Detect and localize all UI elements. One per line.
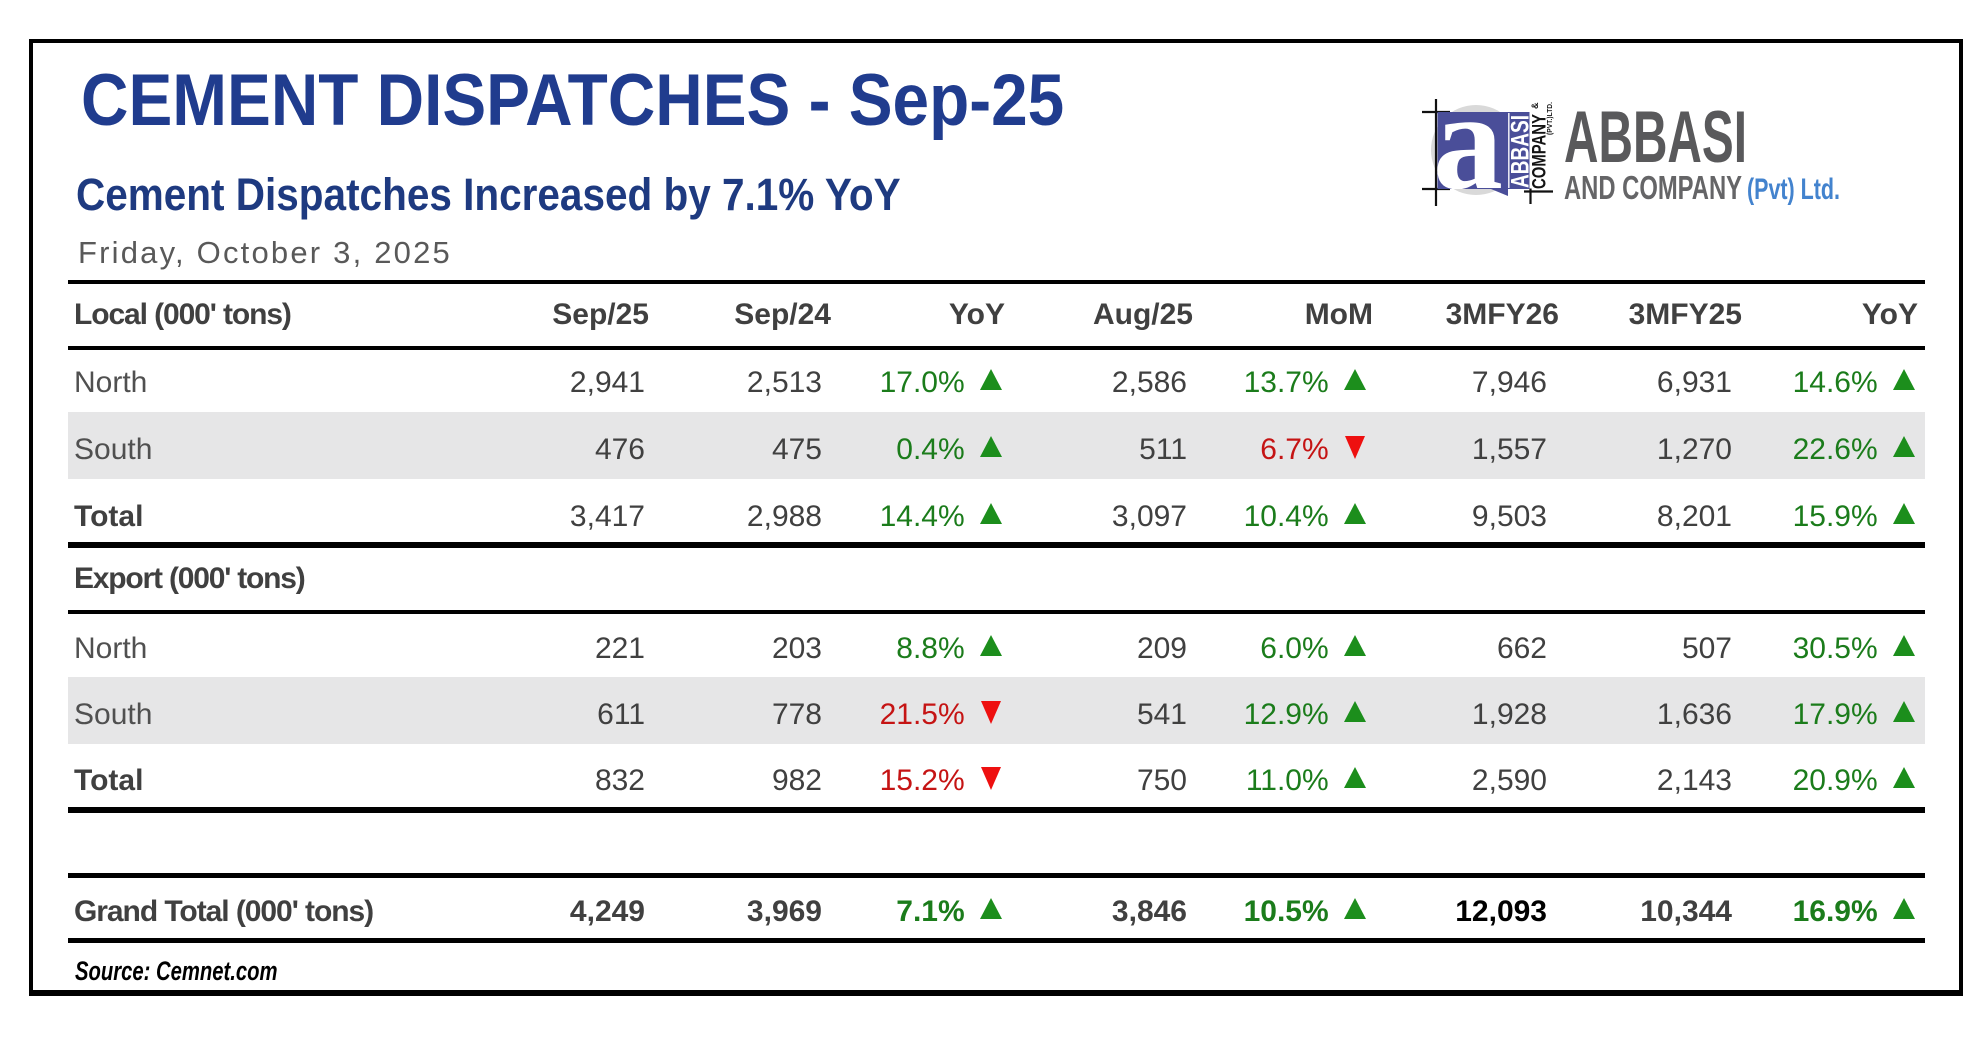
svg-text:&: &: [1530, 102, 1540, 109]
svg-text:COMPANY: COMPANY: [1530, 114, 1551, 189]
svg-text:(Pvt) Ltd.: (Pvt) Ltd.: [1747, 173, 1840, 206]
svg-text:AND COMPANY: AND COMPANY: [1564, 169, 1742, 206]
svg-text:(PVT.)LTD.: (PVT.)LTD.: [1547, 102, 1554, 135]
svg-text:a: a: [1433, 85, 1503, 215]
svg-text:ABBASI: ABBASI: [1507, 115, 1535, 188]
svg-text:ABBASI: ABBASI: [1564, 97, 1747, 178]
